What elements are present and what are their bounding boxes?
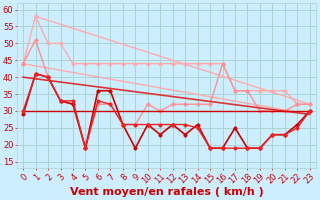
X-axis label: Vent moyen/en rafales ( km/h ): Vent moyen/en rafales ( km/h ) — [69, 187, 263, 197]
